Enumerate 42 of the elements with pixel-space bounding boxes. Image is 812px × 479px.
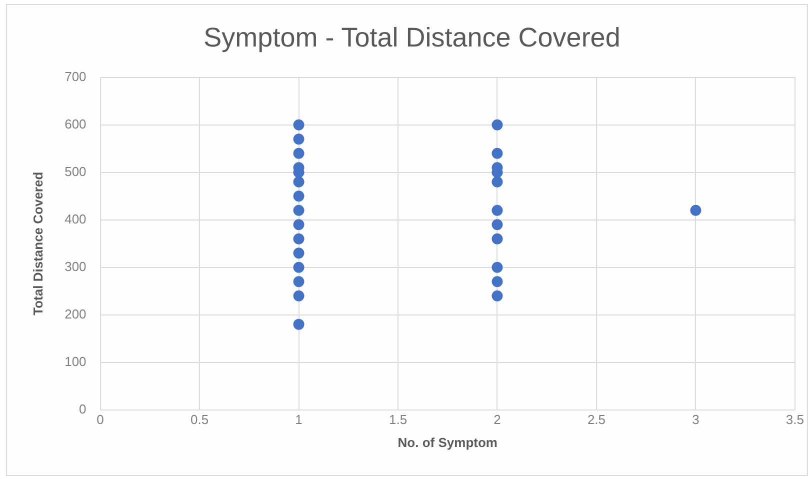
point — [492, 276, 503, 288]
point — [293, 134, 304, 145]
y-tick-label: 700 — [64, 68, 86, 84]
y-tick-label: 500 — [64, 164, 86, 179]
y-tick-label: 0 — [79, 401, 86, 416]
point — [492, 119, 503, 130]
point — [293, 148, 304, 159]
point — [293, 119, 304, 130]
x-axis-title: No. of Symptom — [398, 434, 498, 450]
point — [293, 290, 304, 302]
point — [293, 176, 304, 188]
y-tick-label: 200 — [64, 306, 86, 322]
point — [492, 233, 503, 244]
y-tick-label: 300 — [64, 258, 86, 274]
point — [293, 219, 304, 230]
point — [492, 176, 503, 188]
point — [293, 262, 304, 273]
x-tick-label: 3 — [692, 412, 700, 428]
x-tick-label: 0.5 — [190, 412, 209, 428]
y-axis-title: Total Distance Covered — [30, 172, 46, 316]
point — [492, 148, 503, 159]
point — [293, 233, 304, 244]
x-tick-label: 1.5 — [388, 412, 408, 428]
point — [492, 219, 503, 230]
point — [293, 318, 304, 330]
point — [492, 204, 503, 216]
point — [492, 290, 503, 302]
point — [492, 262, 503, 273]
point — [293, 190, 304, 202]
y-tick-label: 600 — [64, 116, 86, 132]
x-tick-label: 0 — [96, 412, 104, 428]
point — [293, 276, 304, 288]
chart-title: Symptom - Total Distance Covered — [204, 22, 620, 53]
point — [293, 204, 304, 216]
y-tick-label: 100 — [64, 354, 86, 369]
y-tick-label: 400 — [64, 211, 86, 226]
x-tick-label: 1 — [295, 412, 302, 428]
x-tick-label: 2 — [494, 412, 501, 428]
x-tick-label: 3.5 — [786, 412, 804, 428]
x-tick-label: 2.5 — [587, 412, 606, 428]
point — [690, 204, 702, 216]
point — [293, 248, 304, 259]
